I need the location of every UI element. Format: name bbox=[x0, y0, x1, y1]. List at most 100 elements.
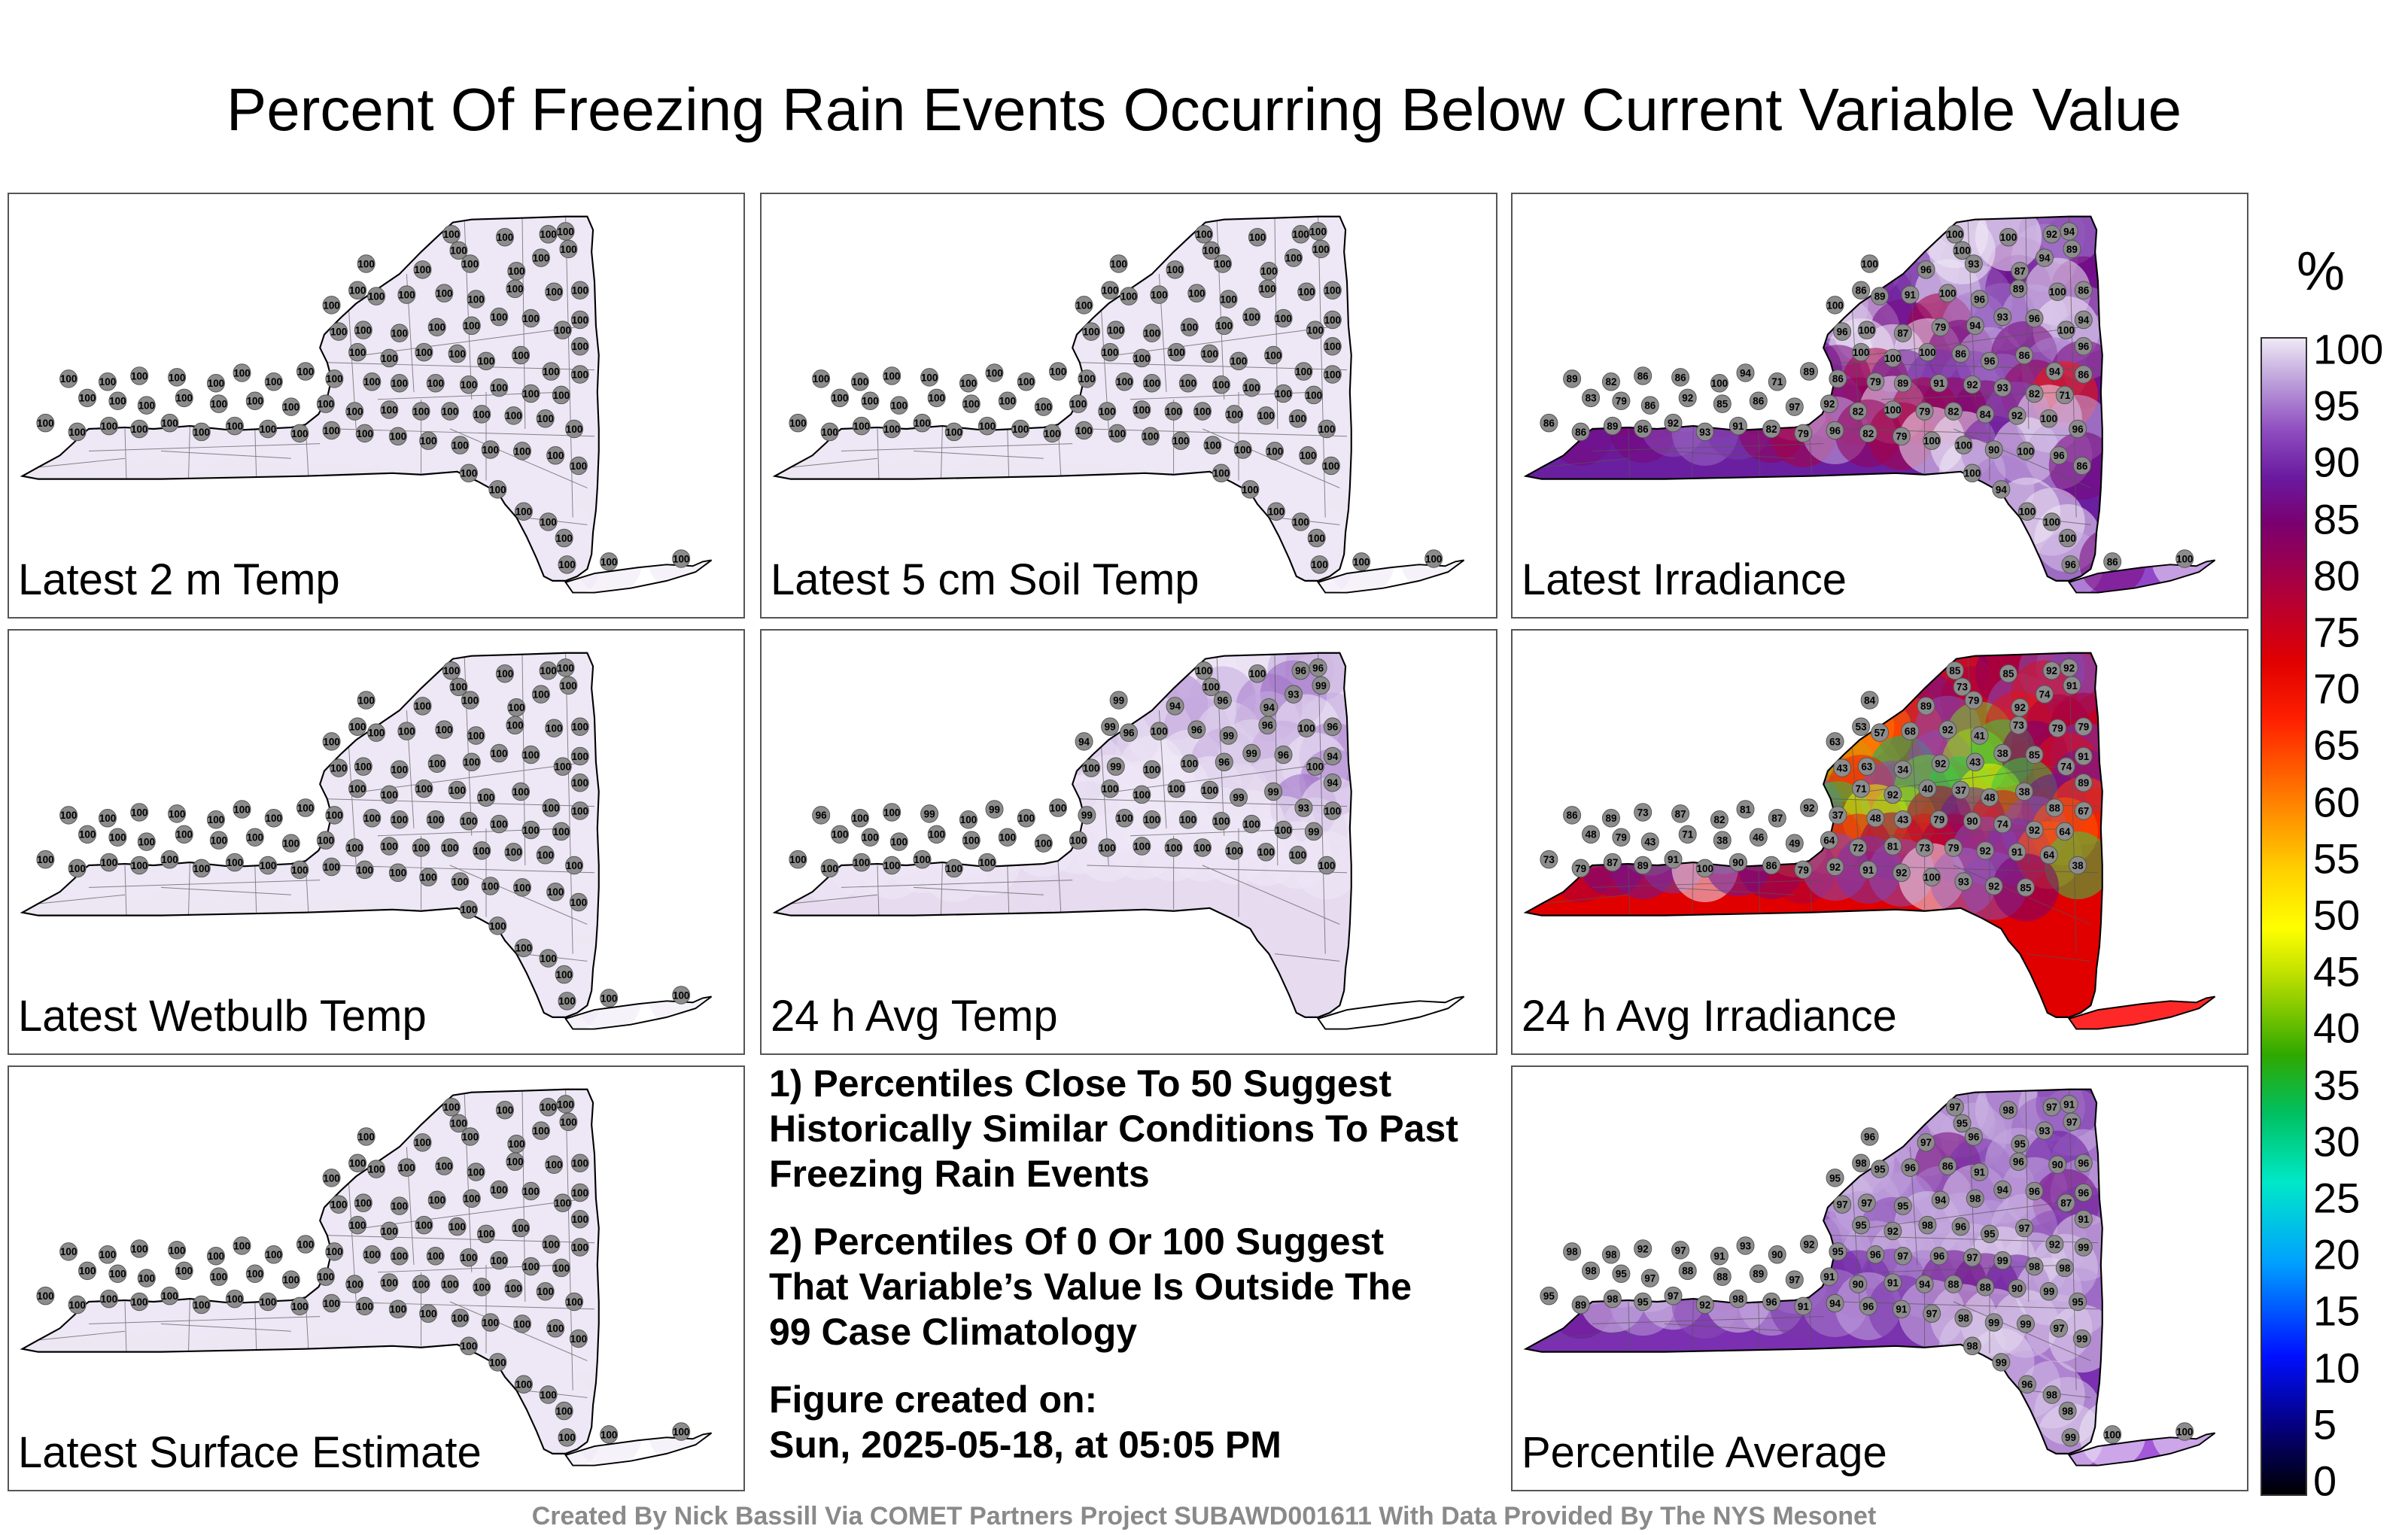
station-marker: 100 bbox=[281, 834, 300, 853]
county-line bbox=[334, 865, 595, 874]
station-marker: 79 bbox=[1612, 828, 1631, 847]
station-marker: 100 bbox=[160, 850, 179, 869]
station-marker: 100 bbox=[78, 825, 97, 844]
station-marker: 96 bbox=[1859, 1296, 1877, 1316]
svg-text:91: 91 bbox=[2078, 751, 2089, 762]
svg-text:100: 100 bbox=[522, 825, 539, 836]
svg-text:100: 100 bbox=[1919, 347, 1935, 358]
station-marker: 92 bbox=[1963, 375, 1981, 394]
station-marker: 89 bbox=[2074, 773, 2093, 792]
svg-text:100: 100 bbox=[515, 506, 532, 518]
svg-text:100: 100 bbox=[566, 860, 582, 871]
svg-text:94: 94 bbox=[1327, 777, 1338, 789]
svg-text:100: 100 bbox=[323, 736, 339, 747]
station-marker: 88 bbox=[1678, 1261, 1697, 1281]
station-marker: 100 bbox=[506, 716, 524, 735]
svg-text:86: 86 bbox=[1942, 1160, 1953, 1172]
station-marker: 100 bbox=[130, 419, 149, 439]
station-marker: 100 bbox=[820, 859, 839, 878]
station-marker: 100 bbox=[427, 1190, 446, 1210]
svg-text:92: 92 bbox=[1823, 398, 1835, 409]
station-marker: 86 bbox=[2103, 552, 2122, 571]
svg-text:94: 94 bbox=[1996, 484, 2007, 495]
station-marker: 96 bbox=[2069, 419, 2087, 439]
svg-text:100: 100 bbox=[572, 805, 588, 816]
station-marker: 86 bbox=[1951, 344, 1970, 363]
station-marker: 100 bbox=[175, 825, 193, 844]
station-marker: 100 bbox=[504, 406, 523, 425]
svg-text:100: 100 bbox=[1133, 789, 1150, 801]
created-label: Figure created on: bbox=[769, 1378, 1098, 1421]
station-marker: 96 bbox=[2061, 555, 2080, 574]
svg-text:100: 100 bbox=[349, 722, 366, 733]
svg-text:85: 85 bbox=[2002, 668, 2014, 679]
county-line bbox=[877, 865, 880, 916]
station-marker: 41 bbox=[1970, 726, 1989, 745]
station-marker: 100 bbox=[1306, 321, 1324, 339]
svg-text:100: 100 bbox=[451, 1312, 468, 1324]
svg-text:43: 43 bbox=[1897, 814, 1908, 825]
station-marker: 100 bbox=[245, 391, 264, 411]
station-marker: 100 bbox=[1049, 362, 1068, 381]
station-marker: 100 bbox=[672, 986, 691, 1005]
station-marker: 100 bbox=[1075, 421, 1093, 440]
station-marker: 100 bbox=[1115, 372, 1134, 391]
svg-text:100: 100 bbox=[543, 802, 559, 813]
svg-text:100: 100 bbox=[60, 373, 77, 385]
station-marker: 97 bbox=[2015, 1218, 2034, 1238]
svg-text:73: 73 bbox=[2013, 720, 2024, 731]
svg-text:100: 100 bbox=[260, 860, 276, 871]
station-marker: 100 bbox=[1297, 719, 1316, 737]
svg-text:100: 100 bbox=[570, 460, 587, 472]
svg-text:100: 100 bbox=[450, 682, 467, 693]
station-marker: 89 bbox=[1601, 809, 1620, 828]
svg-text:100: 100 bbox=[1947, 229, 1963, 240]
station-marker: 100 bbox=[521, 745, 540, 764]
svg-text:88: 88 bbox=[1948, 1278, 1960, 1290]
county-line bbox=[1541, 457, 1629, 468]
station-marker: 96 bbox=[1929, 1246, 1948, 1266]
notes-block: 1) Percentiles Close To 50 Suggest Histo… bbox=[769, 1061, 1461, 1467]
svg-text:100: 100 bbox=[560, 244, 576, 255]
svg-text:100: 100 bbox=[247, 396, 263, 407]
svg-text:92: 92 bbox=[1682, 393, 1693, 404]
svg-text:98: 98 bbox=[1607, 1293, 1618, 1305]
svg-text:89: 89 bbox=[1575, 1299, 1586, 1311]
station-marker: 86 bbox=[1540, 413, 1558, 433]
station-marker: 100 bbox=[2042, 512, 2061, 531]
station-marker: 100 bbox=[555, 965, 573, 984]
station-marker: 100 bbox=[367, 1160, 386, 1178]
station-marker: 100 bbox=[555, 528, 573, 548]
svg-text:100: 100 bbox=[1165, 842, 1181, 853]
svg-text:100: 100 bbox=[451, 876, 468, 887]
station-marker: 100 bbox=[290, 424, 309, 443]
svg-text:90: 90 bbox=[1732, 857, 1744, 868]
svg-text:92: 92 bbox=[1896, 868, 1907, 879]
svg-text:100: 100 bbox=[37, 418, 53, 429]
station-marker: 100 bbox=[1323, 281, 1342, 300]
svg-text:100: 100 bbox=[1884, 353, 1901, 364]
station-marker: 99 bbox=[1993, 1251, 2012, 1270]
station-marker: 100 bbox=[542, 362, 561, 381]
station-marker: 100 bbox=[861, 828, 880, 847]
svg-text:100: 100 bbox=[450, 1118, 467, 1129]
station-marker: 100 bbox=[1078, 369, 1096, 388]
station-marker: 100 bbox=[390, 1196, 409, 1215]
station-marker: 100 bbox=[316, 1267, 335, 1286]
station-marker: 100 bbox=[1200, 344, 1219, 363]
svg-text:92: 92 bbox=[1668, 418, 1679, 429]
svg-text:99: 99 bbox=[1105, 722, 1116, 733]
station-marker: 100 bbox=[565, 1292, 584, 1312]
station-marker: 100 bbox=[977, 416, 996, 436]
station-marker: 94 bbox=[1992, 480, 2011, 499]
station-marker: 87 bbox=[1603, 853, 1622, 872]
svg-text:100: 100 bbox=[600, 556, 617, 567]
svg-text:92: 92 bbox=[2063, 662, 2075, 673]
station-marker: 96 bbox=[2074, 1154, 2093, 1173]
station-marker: 100 bbox=[2017, 442, 2036, 460]
svg-text:100: 100 bbox=[553, 390, 570, 401]
station-marker: 37 bbox=[1951, 780, 1970, 800]
station-marker: 38 bbox=[1713, 831, 1732, 850]
svg-text:100: 100 bbox=[821, 863, 838, 874]
